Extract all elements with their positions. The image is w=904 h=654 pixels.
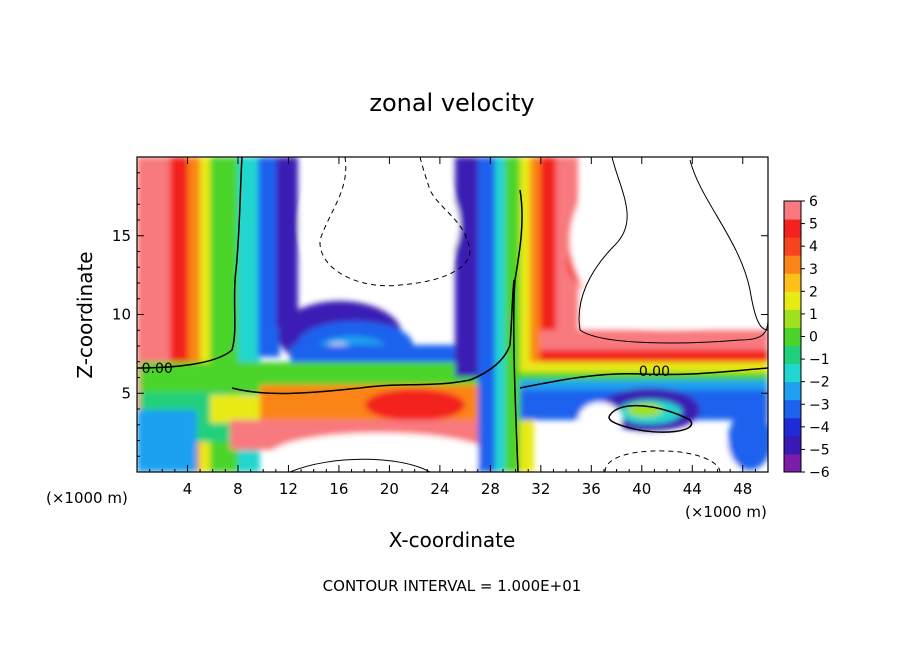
contour-zero-west — [137, 157, 243, 369]
field-east-bottom-white — [590, 433, 750, 472]
colorbar-tick-label: 1 — [809, 307, 818, 323]
colorbar-ticks: 6 5 4 3 2 1 0 −1 −2 −3 −4 −5 −6 — [801, 194, 830, 481]
colorbar-swatch — [784, 237, 801, 256]
colorbar-swatch — [784, 345, 801, 365]
colorbar-swatch — [784, 363, 801, 383]
y-axis-label: Z-coordinate — [73, 251, 97, 378]
colorbar-swatch — [784, 453, 801, 473]
colorbar-swatch — [784, 255, 801, 274]
colorbar-tick-label: −3 — [809, 397, 830, 413]
contour-label: 0.00 — [142, 361, 173, 377]
x-tick-label: 4 — [183, 480, 193, 498]
x-tick-label: 16 — [329, 480, 348, 498]
colorbar-swatch — [784, 399, 801, 419]
colorbar-tick-label: 3 — [809, 262, 818, 278]
field-east-green-core — [627, 403, 663, 417]
field-upper-right-white — [570, 157, 768, 330]
field-east-corner-blue — [728, 410, 768, 470]
x-tick-label: 48 — [733, 480, 752, 498]
colorbar-tick-label: −1 — [809, 352, 830, 368]
colorbar-swatch — [784, 435, 801, 455]
colorbar: 6 5 4 3 2 1 0 −1 −2 −3 −4 −5 −6 — [783, 194, 830, 481]
contour-interval-footer: CONTOUR INTERVAL = 1.000E+01 — [323, 577, 582, 595]
y-axis-ticks: 5 10 15 — [112, 172, 768, 457]
chart-title: zonal velocity — [369, 89, 534, 117]
contour-zero-center — [513, 189, 523, 472]
y-tick-label: 10 — [112, 306, 131, 324]
colorbar-tick-label: 2 — [809, 284, 818, 300]
contour-zero-east — [519, 367, 768, 389]
contour-dashed-upper — [319, 157, 471, 287]
colorbar-swatch — [784, 219, 801, 238]
colorbar-swatch — [784, 201, 801, 220]
field-band-red — [365, 389, 465, 421]
y-tick-label: 5 — [121, 384, 131, 402]
colorbar-swatch — [784, 309, 801, 328]
x-tick-label: 44 — [683, 480, 702, 498]
y-tick-label: 15 — [112, 227, 131, 245]
contour-zero-band — [231, 279, 515, 395]
contour-east-loop — [608, 404, 693, 433]
colorbar-tick-label: 0 — [809, 330, 818, 346]
x-unit-left: (×1000 m) — [46, 489, 128, 507]
colorbar-tick-label: −2 — [809, 375, 830, 391]
contour-label: 0.00 — [639, 364, 670, 380]
field-east-white — [578, 402, 622, 438]
contour-solid-lower — [289, 458, 431, 472]
contour-solid-upper-right — [578, 157, 768, 344]
colorbar-swatch — [784, 291, 801, 310]
colorbar-tick-label: −6 — [809, 465, 830, 481]
plot-area — [137, 157, 768, 472]
field-center-red — [540, 157, 560, 387]
colorbar-swatch — [784, 381, 801, 401]
x-tick-label: 40 — [632, 480, 651, 498]
x-axis-ticks: 4 8 12 16 20 24 28 32 36 40 44 48 — [149, 157, 756, 498]
colorbar-tick-label: 5 — [809, 217, 818, 233]
colorbar-tick-label: −5 — [809, 442, 830, 458]
colorbar-tick-label: 4 — [809, 239, 818, 255]
x-unit-right: (×1000 m) — [685, 503, 767, 521]
contour-dashed-lower — [604, 450, 721, 472]
x-tick-label: 8 — [233, 480, 243, 498]
x-tick-label: 32 — [531, 480, 550, 498]
field-west-blue — [258, 157, 280, 357]
colorbar-swatch — [784, 327, 801, 347]
colorbar-tick-label: −4 — [809, 420, 830, 436]
x-tick-label: 12 — [279, 480, 298, 498]
x-tick-label: 36 — [582, 480, 601, 498]
field-upper-white — [300, 157, 460, 295]
field-west-navy — [276, 157, 298, 327]
field-band-blue-low — [137, 410, 197, 472]
field-bottom-white — [270, 433, 490, 472]
colorbar-swatch — [784, 273, 801, 292]
x-axis-label: X-coordinate — [389, 528, 516, 552]
x-tick-label: 24 — [430, 480, 449, 498]
colorbar-tick-label: 6 — [809, 194, 818, 210]
velocity-field — [137, 157, 768, 472]
colorbar-swatches — [784, 201, 801, 473]
field-center-blue — [478, 157, 500, 472]
contour-lines — [137, 157, 768, 472]
x-tick-label: 28 — [481, 480, 500, 498]
x-tick-label: 20 — [380, 480, 399, 498]
contour-solid-right-arc — [689, 159, 768, 331]
colorbar-swatch — [784, 417, 801, 437]
contour-label-layer: 0.00 0.00 — [142, 361, 670, 380]
